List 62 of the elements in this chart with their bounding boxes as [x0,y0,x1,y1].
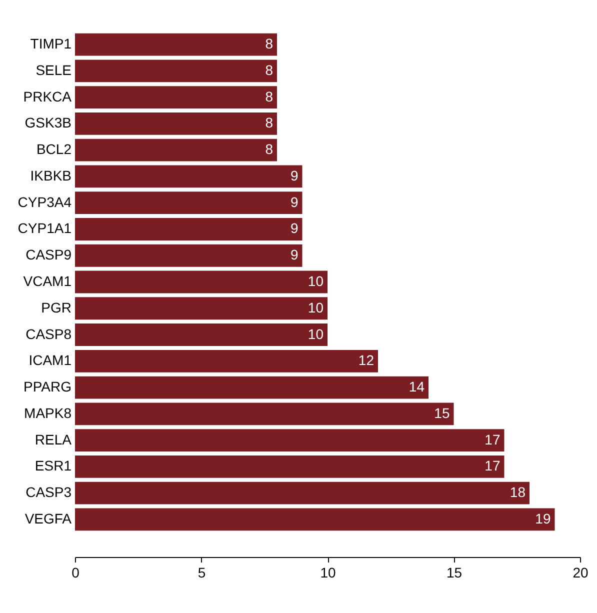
y-tick-label: VEGFA [24,510,72,526]
y-tick-label: CASP8 [26,326,72,342]
bar [75,324,328,346]
data-label: 9 [290,220,298,236]
bar [75,192,302,214]
data-label: 18 [510,484,526,500]
bar [75,165,302,188]
bar [75,482,530,504]
data-label: 9 [290,194,298,210]
bar [75,402,454,426]
y-tick-label: PRKCA [23,88,72,104]
y-tick-label: MAPK8 [24,404,72,421]
bar [75,218,302,240]
data-label: 15 [434,404,450,421]
bar [75,270,328,294]
data-label: 8 [265,88,274,104]
bar [75,508,555,531]
y-tick-label: VCAM1 [23,273,72,289]
data-label: 17 [484,458,500,474]
bar [75,429,504,452]
data-label: 10 [308,273,324,289]
x-tick-label: 15 [446,564,462,580]
data-label: 12 [358,352,374,368]
x-tick-label: 10 [320,564,336,580]
data-label: 9 [290,246,298,263]
data-label: 17 [484,431,500,448]
x-tick-label: 0 [72,564,80,580]
bar [75,112,277,135]
y-tick-label: CASP9 [26,246,72,263]
bar [75,376,428,399]
bar [75,297,328,320]
bar [75,33,277,56]
y-tick-label: RELA [34,431,72,448]
y-tick-label: TIMP1 [30,36,72,52]
data-label: 8 [265,114,274,131]
y-tick-label: CYP1A1 [18,220,72,236]
y-tick-label: IKBKB [30,167,72,184]
y-tick-label: PPARG [24,378,72,395]
data-label: 10 [308,326,324,342]
y-tick-label: CYP3A4 [18,194,72,210]
data-label: 8 [265,62,274,78]
data-label: 10 [308,299,324,316]
y-tick-label: PGR [41,299,72,316]
x-tick-label: 20 [572,564,588,580]
data-label: 14 [408,378,425,395]
y-tick-label: ICAM1 [28,352,72,368]
y-tick-label: SELE [36,62,72,78]
bar [75,138,277,162]
bar [75,60,277,82]
data-label: 8 [265,141,274,158]
bar [75,244,302,267]
bar [75,350,378,372]
y-tick-label: CASP3 [26,484,72,500]
y-tick-label: ESR1 [34,458,72,474]
y-tick-label: GSK3B [24,114,72,131]
x-tick-label: 5 [198,564,206,580]
data-label: 19 [535,510,551,526]
y-tick-label: BCL2 [36,141,72,158]
bar [75,455,504,478]
bar [75,86,277,109]
data-label: 8 [265,36,274,52]
data-label: 9 [290,167,298,184]
